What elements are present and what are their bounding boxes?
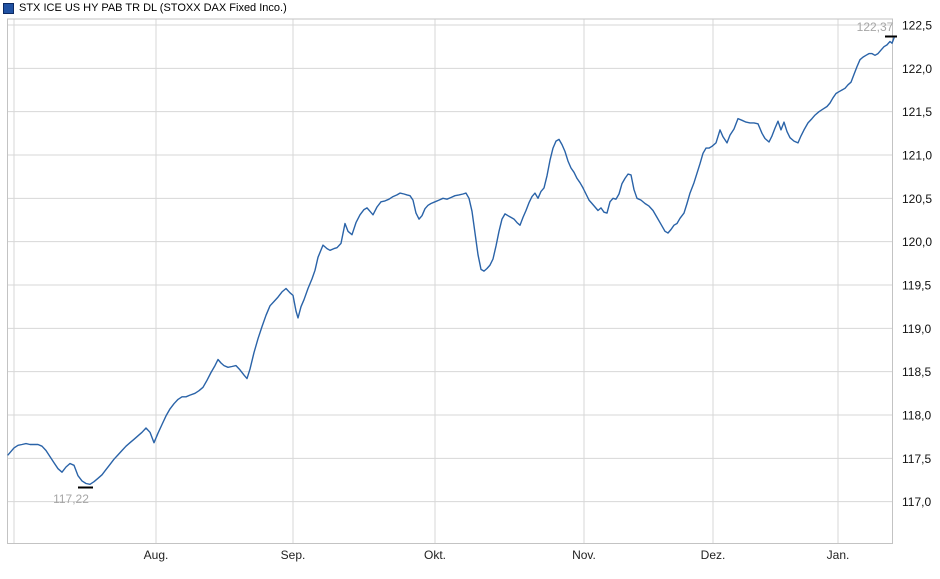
y-axis-tick-label: 118,5 <box>902 365 931 379</box>
y-axis-tick-label: 117,0 <box>902 495 931 509</box>
chart-title: STX ICE US HY PAB TR DL (STOXX DAX Fixed… <box>19 2 287 14</box>
y-axis-tick-label: 117,5 <box>902 452 931 466</box>
x-axis-tick-label: Sep. <box>281 548 306 562</box>
x-axis-tick-label: Jan. <box>827 548 850 562</box>
x-axis-tick-label: Aug. <box>144 548 169 562</box>
y-axis-tick-label: 121,5 <box>902 105 932 119</box>
y-axis-tick-label: 120,5 <box>902 192 932 206</box>
last-price-label: 122,37 <box>857 20 894 34</box>
period-low-label: 117,22 <box>53 492 89 506</box>
y-axis-tick-label: 121,0 <box>902 149 932 163</box>
y-axis-tick-label: 120,0 <box>902 235 932 249</box>
x-axis-tick-label: Dez. <box>701 548 726 562</box>
series-marker-icon <box>3 2 14 14</box>
x-axis-tick-label: Okt. <box>424 548 446 562</box>
y-axis-tick-label: 119,0 <box>902 322 931 336</box>
y-axis-tick-label: 118,0 <box>902 409 931 423</box>
y-axis-tick-label: 122,0 <box>902 62 932 76</box>
chart-legend: STX ICE US HY PAB TR DL (STOXX DAX Fixed… <box>3 1 287 15</box>
y-axis-tick-label: 122,5 <box>902 19 932 33</box>
y-axis-tick-label: 119,5 <box>902 279 931 293</box>
price-line <box>7 37 895 485</box>
plot-border <box>7 18 893 544</box>
x-axis-tick-label: Nov. <box>572 548 596 562</box>
